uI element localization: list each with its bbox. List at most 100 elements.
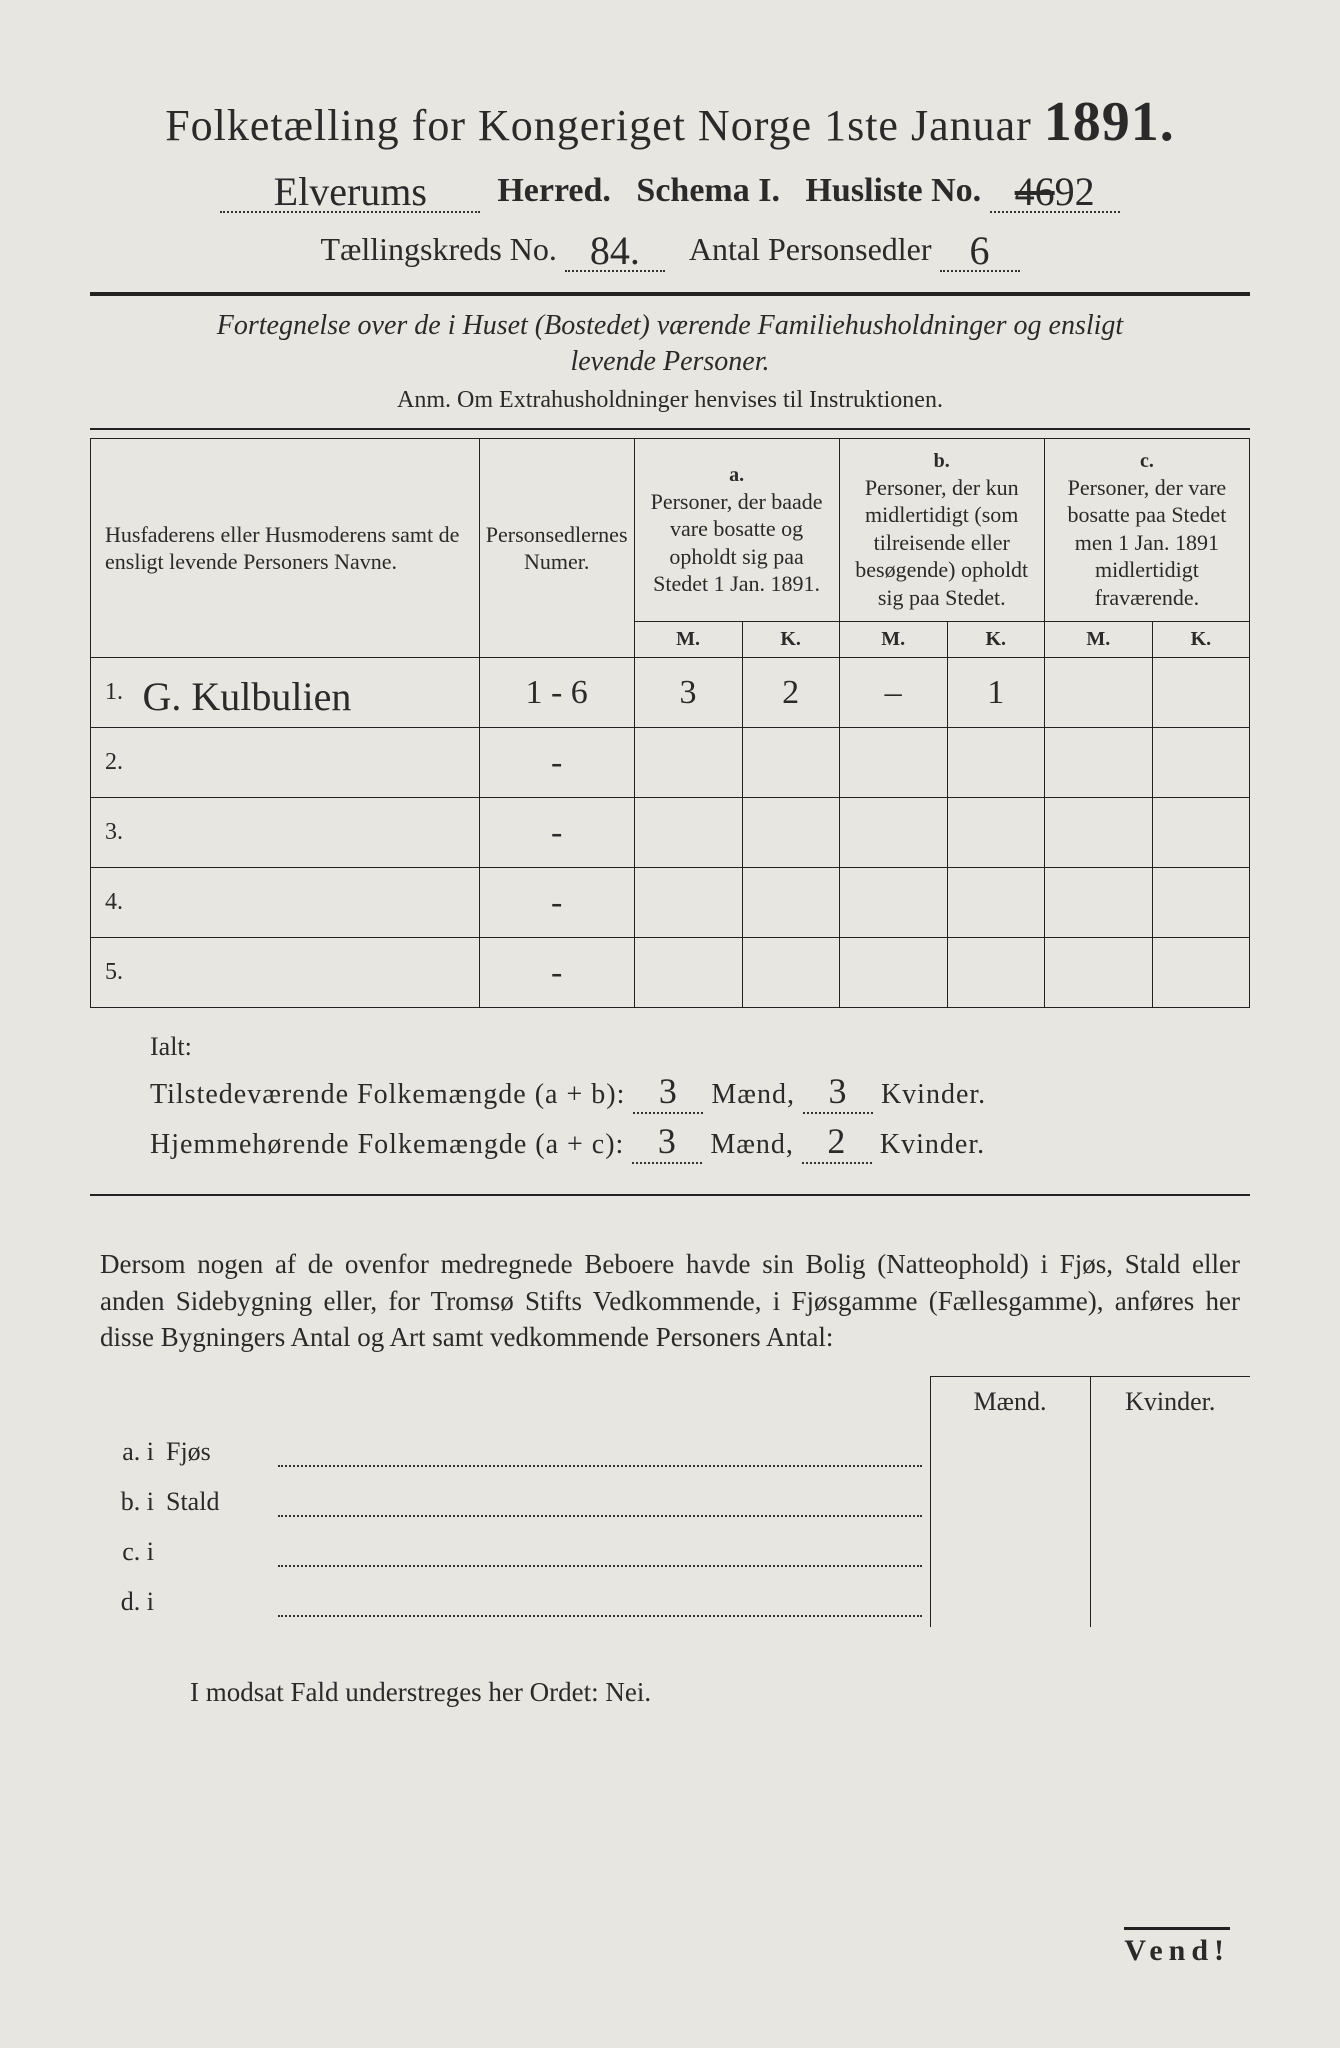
lower-maend-val xyxy=(930,1527,1090,1577)
lower-dots xyxy=(270,1427,930,1477)
row-name xyxy=(131,798,480,868)
totals1-k: 3 xyxy=(828,1071,847,1111)
row-cK xyxy=(1152,798,1249,868)
lower-row: c. i xyxy=(90,1527,1250,1577)
row-cM xyxy=(1044,868,1152,938)
table-row: 1.G. Kulbulien1 - 632–1 xyxy=(91,658,1250,728)
antal-value: 6 xyxy=(970,227,990,274)
totals2-kvinder: Kvinder. xyxy=(880,1129,985,1160)
col-c-header: c. Personer, der vare bosatte paa Stedet… xyxy=(1044,438,1249,622)
row-bM xyxy=(839,868,947,938)
totals2-m: 3 xyxy=(658,1121,677,1161)
husliste-struck: 46 xyxy=(1015,168,1055,215)
row-aK xyxy=(742,728,839,798)
row-aM xyxy=(634,798,742,868)
lower-kvinder-val xyxy=(1090,1427,1250,1477)
row-cM xyxy=(1044,798,1152,868)
totals-line-2: Hjemmehørende Folkemængde (a + c): 3 Mæn… xyxy=(150,1120,1250,1164)
lower-lab: c. i xyxy=(90,1527,160,1577)
row-aM: 3 xyxy=(634,658,742,728)
herred-value: Elverums xyxy=(274,168,427,215)
row-bK xyxy=(947,868,1044,938)
b-m: M. xyxy=(839,622,947,658)
ialt-label: Ialt: xyxy=(150,1032,1250,1062)
row-bM xyxy=(839,798,947,868)
husliste-label: Husliste No. xyxy=(805,172,981,209)
totals2-maend: Mænd, xyxy=(710,1129,794,1160)
row-aK xyxy=(742,868,839,938)
totals1-label: Tilstedeværende Folkemængde (a + b): xyxy=(150,1079,625,1110)
row-bK xyxy=(947,938,1044,1008)
lower-dots xyxy=(270,1477,930,1527)
row-numer: - xyxy=(479,938,634,1008)
row-name xyxy=(131,728,480,798)
lower-lab: d. i xyxy=(90,1577,160,1627)
lower-spacer-1 xyxy=(90,1376,160,1427)
totals2-k-field: 2 xyxy=(802,1120,872,1164)
row-number: 3. xyxy=(91,798,131,868)
totals1-maend: Mænd, xyxy=(711,1079,795,1110)
row-bM xyxy=(839,938,947,1008)
lower-spacer-3 xyxy=(270,1376,930,1427)
lower-word: Stald xyxy=(160,1477,270,1527)
a-k: K. xyxy=(742,622,839,658)
header-line-3: Tællingskreds No. 84. Antal Personsedler… xyxy=(90,223,1250,272)
rule-above-table xyxy=(90,428,1250,430)
row-bM xyxy=(839,728,947,798)
row-aM xyxy=(634,728,742,798)
col-name-text: Husfaderens eller Husmoderens samt de en… xyxy=(105,522,459,575)
col-c-text: Personer, der vare bosatte paa Stedet me… xyxy=(1067,475,1226,610)
col-a-label: a. xyxy=(641,463,833,488)
row-cM xyxy=(1044,728,1152,798)
col-b-header: b. Personer, der kun midlertidigt (som t… xyxy=(839,438,1044,622)
c-m: M. xyxy=(1044,622,1152,658)
row-cM xyxy=(1044,938,1152,1008)
kreds-value: 84. xyxy=(590,227,640,274)
row-number: 2. xyxy=(91,728,131,798)
lower-row: d. i xyxy=(90,1577,1250,1627)
rule-top xyxy=(90,292,1250,296)
row-cK xyxy=(1152,868,1249,938)
vend-label: Vend! xyxy=(1124,1927,1230,1968)
lower-dots xyxy=(270,1527,930,1577)
kreds-label: Tællingskreds No. xyxy=(320,231,556,267)
lower-spacer-2 xyxy=(160,1376,270,1427)
row-name: G. Kulbulien xyxy=(131,658,480,728)
census-form-page: Folketælling for Kongeriget Norge 1ste J… xyxy=(0,0,1340,2048)
lower-kvinder-val xyxy=(1090,1577,1250,1627)
col-b-label: b. xyxy=(846,449,1038,474)
lower-maend-val xyxy=(930,1577,1090,1627)
totals2-label: Hjemmehørende Folkemængde (a + c): xyxy=(150,1129,624,1160)
antal-label: Antal Personsedler xyxy=(689,231,932,267)
col-a-text: Personer, der baade vare bosatte og opho… xyxy=(651,489,823,597)
totals1-m: 3 xyxy=(659,1071,678,1111)
lower-table: Mænd. Kvinder. a. iFjøsb. iStaldc. id. i xyxy=(90,1376,1250,1627)
row-number: 1. xyxy=(91,658,131,728)
row-numer: 1 - 6 xyxy=(479,658,634,728)
lower-kvinder-header: Kvinder. xyxy=(1090,1376,1250,1427)
col-c-label: c. xyxy=(1051,449,1243,474)
lower-row: a. iFjøs xyxy=(90,1427,1250,1477)
col-a-header: a. Personer, der baade vare bosatte og o… xyxy=(634,438,839,622)
col-name-header: Husfaderens eller Husmoderens samt de en… xyxy=(91,438,480,658)
col-numer-header: Personsedlernes Numer. xyxy=(479,438,634,658)
husliste-field: 4692 xyxy=(990,164,1120,213)
subtitle-line1: Fortegnelse over de i Huset (Bostedet) v… xyxy=(217,310,1123,341)
row-name xyxy=(131,938,480,1008)
lower-maend-val xyxy=(930,1427,1090,1477)
row-number: 4. xyxy=(91,868,131,938)
header-line-2: Elverums Herred. Schema I. Husliste No. … xyxy=(90,164,1250,213)
totals1-k-field: 3 xyxy=(803,1070,873,1114)
herred-label: Herred. xyxy=(497,172,611,209)
c-k: K. xyxy=(1152,622,1249,658)
row-bK xyxy=(947,728,1044,798)
rule-mid xyxy=(90,1194,1250,1196)
table-row: 2.- xyxy=(91,728,1250,798)
lower-kvinder-val xyxy=(1090,1527,1250,1577)
table-row: 3. - xyxy=(91,798,1250,868)
row-numer: - xyxy=(479,798,634,868)
lower-lab: a. i xyxy=(90,1427,160,1477)
lower-maend-header: Mænd. xyxy=(930,1376,1090,1427)
totals-line-1: Tilstedeværende Folkemængde (a + b): 3 M… xyxy=(150,1070,1250,1114)
lower-dots xyxy=(270,1577,930,1627)
